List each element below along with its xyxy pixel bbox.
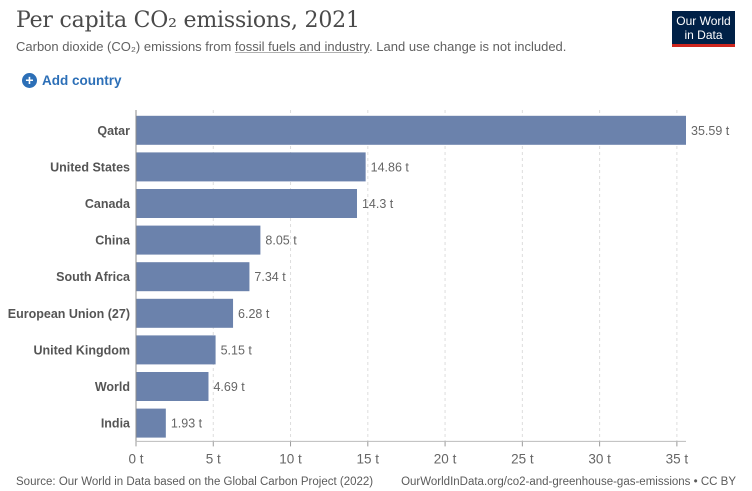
value-label: 14.86 t bbox=[371, 160, 410, 174]
bar[interactable] bbox=[136, 115, 686, 145]
value-label: 35.59 t bbox=[691, 124, 730, 138]
category-label: China bbox=[95, 234, 131, 248]
bar[interactable] bbox=[136, 298, 234, 328]
logo-line-2: in Data bbox=[684, 28, 723, 42]
add-country-button[interactable]: + Add country bbox=[22, 73, 122, 88]
bar[interactable] bbox=[136, 189, 357, 218]
x-tick-label: 10 t bbox=[279, 451, 302, 466]
category-label: World bbox=[95, 380, 130, 394]
category-label: India bbox=[101, 417, 131, 431]
category-label: South Africa bbox=[56, 270, 131, 284]
add-country-label: Add country bbox=[42, 73, 122, 88]
value-label: 6.28 t bbox=[238, 307, 270, 321]
value-label: 14.3 t bbox=[362, 197, 394, 211]
bar[interactable] bbox=[136, 372, 209, 401]
bar[interactable] bbox=[136, 262, 250, 292]
chart-title: Per capita CO₂ emissions, 2021 bbox=[16, 8, 360, 33]
source-url[interactable]: OurWorldInData.org/co2-and-greenhouse-ga… bbox=[401, 476, 736, 488]
subtitle-text: Carbon dioxide (CO₂) emissions from bbox=[16, 39, 235, 54]
x-tick-label: 15 t bbox=[357, 451, 380, 466]
value-label: 4.69 t bbox=[213, 380, 245, 394]
category-label: Qatar bbox=[97, 124, 130, 138]
owid-logo[interactable]: Our World in Data bbox=[672, 11, 735, 47]
bar[interactable] bbox=[136, 335, 216, 365]
x-tick-label: 25 t bbox=[511, 451, 534, 466]
bar[interactable] bbox=[136, 408, 166, 438]
value-label: 1.93 t bbox=[171, 417, 203, 431]
value-label: 8.05 t bbox=[265, 234, 297, 248]
category-label: Canada bbox=[85, 197, 131, 211]
logo-line-1: Our World bbox=[676, 14, 731, 28]
bar[interactable] bbox=[136, 225, 261, 255]
plus-circle-icon: + bbox=[22, 73, 37, 88]
category-label: European Union (27) bbox=[8, 307, 130, 321]
x-tick-label: 35 t bbox=[666, 451, 689, 466]
source-note: Source: Our World in Data based on the G… bbox=[16, 476, 374, 488]
bar-chart: 0 t 5 t 10 t 15 t 20 t 25 t 30 t 35 t Qatar 35.59… bbox=[8, 110, 730, 466]
x-tick-label: 30 t bbox=[588, 451, 611, 466]
value-label: 5.15 t bbox=[221, 343, 253, 357]
chart-subtitle: Carbon dioxide (CO₂) emissions from foss… bbox=[16, 39, 566, 54]
x-tick-label: 0 t bbox=[128, 451, 143, 466]
value-label: 7.34 t bbox=[254, 270, 286, 284]
category-label: United Kingdom bbox=[33, 343, 130, 357]
x-tick-label: 20 t bbox=[434, 451, 457, 466]
logo-stripe bbox=[672, 44, 735, 47]
subtitle-text-end: . Land use change is not included. bbox=[369, 39, 567, 54]
fossil-fuels-link[interactable]: fossil fuels and industry bbox=[234, 39, 370, 54]
x-tick-label: 5 t bbox=[206, 451, 221, 466]
bar[interactable] bbox=[136, 152, 366, 182]
category-label: United States bbox=[50, 160, 130, 174]
